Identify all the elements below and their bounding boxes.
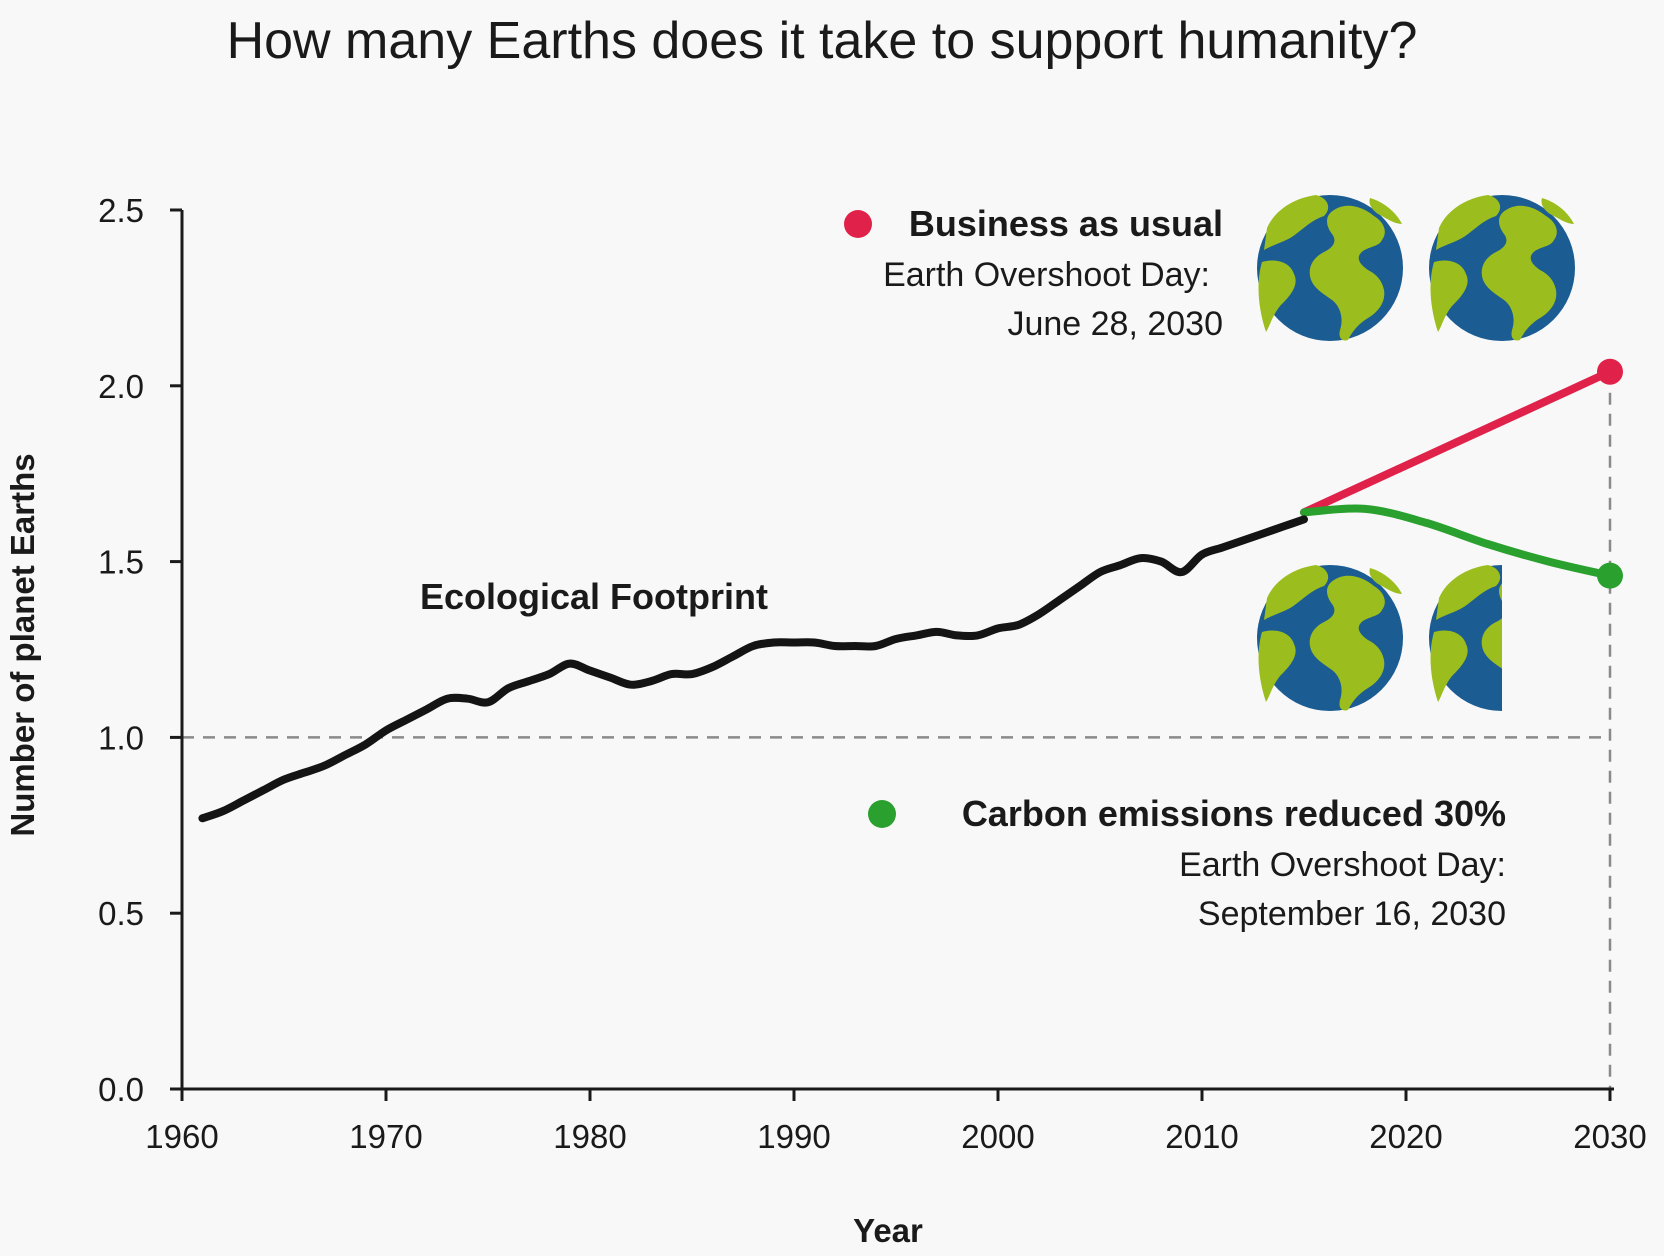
chart-title: How many Earths does it take to support … <box>227 12 1418 70</box>
y-axis-label: Number of planet Earths <box>4 453 41 836</box>
bau-earth-icons <box>1257 195 1575 341</box>
bau-endpoint-marker <box>1597 358 1623 385</box>
bau-legend-dot <box>844 210 872 238</box>
earth-icon <box>1257 565 1403 711</box>
axes: 0.0 0.5 1.0 1.5 2.0 2.5 1960 1970 1980 1990 2000 20… <box>98 192 1647 1155</box>
bau-overshoot-date: June 28, 2030 <box>1007 305 1223 343</box>
carbon-reduced-line <box>1300 504 1614 580</box>
bau-title: Business as usual <box>909 203 1223 244</box>
reduced-earth-icons <box>1257 565 1502 711</box>
x-tick-label: 2000 <box>961 1118 1034 1155</box>
earth-icon <box>1257 195 1403 341</box>
reduced-title: Carbon emissions reduced 30% <box>962 793 1506 834</box>
reduced-overshoot-label: Earth Overshoot Day: <box>1179 846 1506 884</box>
reduced-endpoint-marker <box>1597 562 1623 589</box>
x-tick-label: 1990 <box>757 1118 830 1155</box>
x-tick-label: 2030 <box>1573 1118 1646 1155</box>
y-tick-label: 0.5 <box>98 895 144 932</box>
x-tick-label: 1970 <box>349 1118 422 1155</box>
y-tick-label: 0.0 <box>98 1071 144 1108</box>
reference-lines <box>182 371 1612 1089</box>
x-tick-label: 2020 <box>1369 1118 1442 1155</box>
y-tick-label: 2.0 <box>98 368 144 405</box>
business-as-usual-annotation: Business as usual Earth Overshoot Day: J… <box>844 203 1223 343</box>
ecological-footprint-label: Ecological Footprint <box>420 576 768 617</box>
endpoint-markers <box>1597 358 1623 589</box>
reduced-legend-dot <box>868 800 896 828</box>
x-axis-label: Year <box>853 1212 923 1249</box>
bau-overshoot-label: Earth Overshoot Day: <box>883 256 1210 294</box>
x-tick-label: 1960 <box>145 1118 218 1155</box>
carbon-reduced-annotation: Carbon emissions reduced 30% Earth Overs… <box>868 793 1506 933</box>
x-tick-label: 1980 <box>553 1118 626 1155</box>
y-tick-label: 2.5 <box>98 192 144 229</box>
earth-icon <box>1429 195 1575 341</box>
reduced-overshoot-date: September 16, 2030 <box>1198 895 1506 933</box>
business-as-usual-line <box>1300 367 1614 517</box>
x-tick-label: 2010 <box>1165 1118 1238 1155</box>
half-earth-icon <box>1429 565 1502 711</box>
y-tick-label: 1.0 <box>98 719 144 756</box>
y-tick-label: 1.5 <box>98 544 144 581</box>
ecological-footprint-line <box>198 515 1308 823</box>
series-lines <box>198 367 1614 823</box>
